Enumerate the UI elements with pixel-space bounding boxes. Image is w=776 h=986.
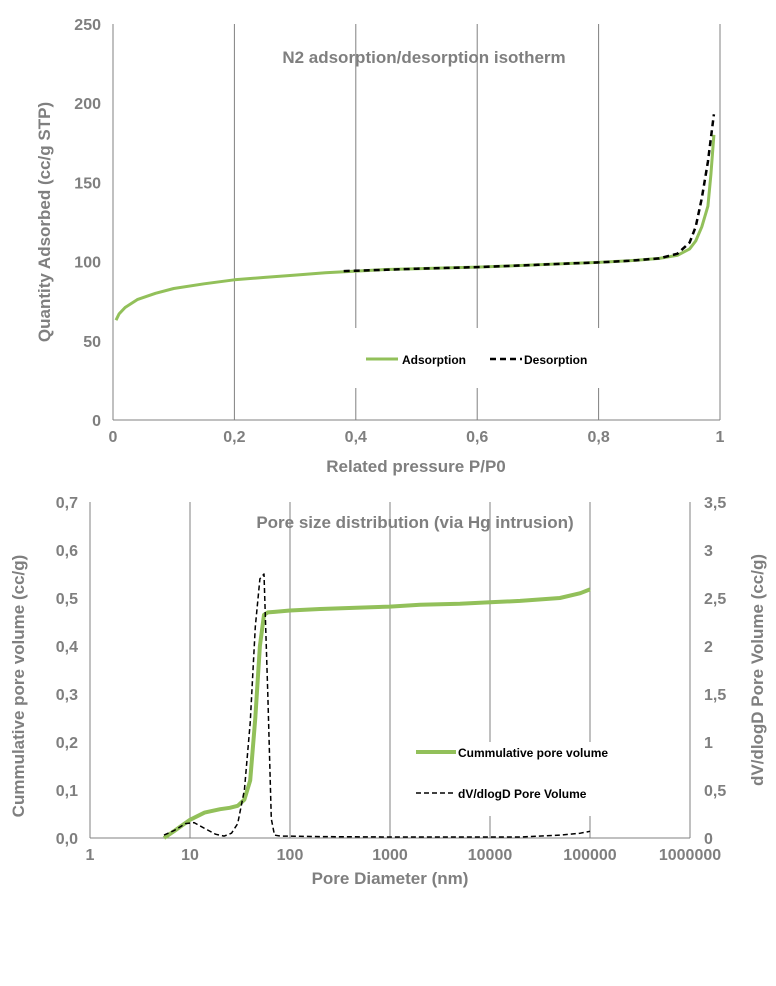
y-tick-label: 250: [74, 17, 101, 34]
y-tick-label: 0,5: [56, 591, 78, 608]
y-tick-label: 0,7: [56, 495, 78, 512]
series-cumulative-line: [162, 587, 591, 840]
y-tick-label: 0,0: [56, 831, 78, 848]
y2-tick-label: 1,5: [704, 687, 726, 704]
x-tick-label: 0,8: [587, 429, 609, 446]
chart-title: Pore size distribution (via Hg intrusion…: [256, 513, 573, 532]
legend-label-adsorption: Adsorption: [402, 353, 466, 367]
series-desorption-line: [343, 114, 716, 273]
y2-tick-label: 0: [704, 831, 713, 848]
y2-tick-label: 2: [704, 639, 713, 656]
y-axis-title: Cummulative pore volume (cc/g): [9, 555, 28, 818]
legend-box: [400, 742, 682, 816]
x-axis-title: Pore Diameter (nm): [312, 869, 469, 888]
y-axis-title: Quantity Adsorbed (cc/g STP): [35, 102, 54, 342]
x-tick-label: 1: [86, 847, 95, 864]
y-tick-label: 0,6: [56, 543, 78, 560]
y2-axis-title: dV/dlogD Pore Volume (cc/g): [748, 554, 767, 786]
x-axis-title: Related pressure P/P0: [326, 457, 506, 476]
x-tick-label: 0,6: [466, 429, 488, 446]
legend-label-dvdlogd: dV/dlogD Pore Volume: [458, 787, 587, 801]
y2-tick-label: 0,5: [704, 783, 726, 800]
x-tick-label: 1000: [372, 847, 408, 864]
chart-title: N2 adsorption/desorption isotherm: [282, 48, 565, 67]
y-tick-label: 50: [83, 334, 101, 351]
y-tick-label: 0,4: [56, 639, 78, 656]
y2-tick-label: 3: [704, 543, 713, 560]
x-tick-label: 1: [716, 429, 725, 446]
y2-tick-label: 2,5: [704, 591, 726, 608]
y2-tick-label: 3,5: [704, 495, 726, 512]
y-tick-label: 150: [74, 175, 101, 192]
isotherm-chart: 0 0,2 0,4 0,6 0,8 1 0 50 100 150 200 250 Adsorption D…: [35, 17, 725, 476]
x-tick-label: 10000: [468, 847, 513, 864]
y-tick-label: 200: [74, 96, 101, 113]
y-tick-label: 0: [92, 413, 101, 430]
x-tick-label: 1000000: [659, 847, 721, 864]
x-tick-label: 0: [109, 429, 118, 446]
series-adsorption-line: [114, 134, 716, 321]
x-tick-label: 10: [181, 847, 199, 864]
x-tick-label: 0,4: [345, 429, 367, 446]
y-tick-label: 0,1: [56, 783, 78, 800]
pore-size-chart: 1 10 100 1000 10000 100000 10000000,00,10,20,3…: [9, 495, 767, 888]
legend-label-cumulative: Cummulative pore volume: [458, 746, 608, 760]
legend-label-desorption: Desorption: [524, 353, 587, 367]
y-tick-label: 0,2: [56, 735, 78, 752]
x-tick-label: 100000: [563, 847, 616, 864]
x-tick-label: 100: [277, 847, 304, 864]
y2-tick-label: 1: [704, 735, 713, 752]
y-tick-label: 0,3: [56, 687, 78, 704]
y-tick-label: 100: [74, 255, 101, 272]
x-tick-label: 0,2: [223, 429, 245, 446]
